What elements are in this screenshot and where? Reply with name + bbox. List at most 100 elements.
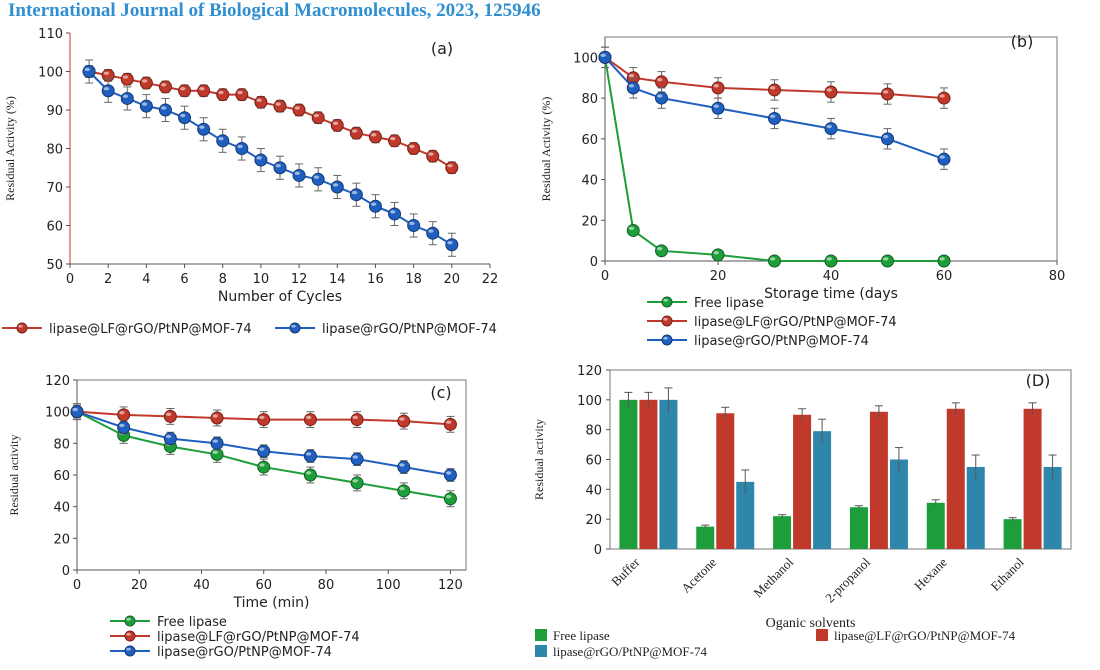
y-tick-label: 0: [590, 255, 598, 270]
plot-border: [604, 36, 1058, 262]
legend-label: lipase@rGO/PtNP@MOF-74: [322, 322, 497, 337]
data-point: [235, 142, 249, 155]
y-tick-label: 80: [585, 424, 602, 439]
y-tick-label: 90: [46, 104, 63, 119]
chart-panel-c: 0 20 40 60 80 100 120 0 20 40 60 80 100 120 Time (min)…: [7, 374, 467, 660]
x-tick-label: 100: [376, 578, 401, 593]
x-tick-label: 20: [444, 272, 461, 287]
legend-swatch: [535, 629, 547, 641]
legend-marker: [661, 315, 673, 327]
bar: [793, 414, 812, 549]
data-point: [210, 436, 224, 450]
bar: [926, 502, 945, 549]
data-point: [303, 449, 317, 463]
data-point: [388, 207, 402, 221]
x-tick-label: 120: [438, 578, 463, 593]
data-point: [445, 238, 459, 252]
x-tick-label: 20: [131, 578, 148, 593]
data-point: [443, 492, 457, 506]
data-point: [303, 468, 317, 482]
data-point: [210, 447, 224, 461]
bar: [1023, 408, 1042, 549]
data-point: [407, 219, 421, 232]
legend-marker: [124, 615, 136, 627]
legend-marker: [124, 645, 136, 657]
y-tick-label: 20: [53, 532, 70, 547]
y-axis-title: Residual Activity (%): [539, 97, 553, 202]
y-tick-label: 100: [45, 406, 70, 421]
legend-label: lipase@rGO/PtNP@MOF-74: [157, 645, 332, 660]
data-point: [881, 254, 894, 268]
panel-label: (a): [431, 39, 453, 58]
data-point: [139, 99, 153, 113]
x-tick-label: 40: [193, 578, 210, 593]
y-tick-label: 120: [577, 364, 602, 379]
data-point: [350, 413, 364, 427]
data-point: [824, 254, 838, 268]
data-point: [426, 149, 440, 163]
data-point: [257, 460, 271, 474]
legend-marker: [124, 630, 136, 642]
data-point: [655, 91, 668, 105]
data-point: [120, 72, 134, 86]
data-point: [937, 152, 951, 166]
legend-label: Free lipase: [553, 628, 610, 643]
bar: [813, 431, 832, 549]
x-axis-title: Oganic solvents: [766, 616, 856, 631]
panel-label: (b): [1011, 32, 1034, 51]
data-point: [158, 80, 172, 94]
data-point: [350, 452, 364, 466]
y-tick-label: 50: [46, 258, 63, 273]
bar: [659, 399, 678, 549]
x-tick-label: 0: [601, 269, 609, 284]
data-point: [824, 85, 838, 99]
data-point: [163, 409, 177, 423]
bar: [1003, 519, 1022, 549]
y-tick-label: 60: [46, 220, 63, 235]
data-point: [330, 180, 344, 194]
bar: [736, 481, 755, 549]
x-tick-label: 2-propanol: [822, 554, 873, 605]
x-tick-label: 10: [253, 272, 270, 287]
data-point: [178, 111, 192, 125]
data-point: [235, 88, 249, 102]
data-point: [881, 132, 894, 146]
data-point: [292, 168, 306, 182]
bar: [639, 399, 658, 549]
y-axis-title: Residual Activity (%): [3, 96, 17, 201]
data-point: [655, 75, 668, 89]
y-tick-label: 100: [38, 66, 63, 81]
data-point: [598, 50, 612, 64]
data-point: [139, 76, 153, 90]
legend-label: lipase@LF@rGO/PtNP@MOF-74: [49, 322, 252, 337]
bar: [1043, 466, 1062, 549]
data-point: [445, 161, 459, 175]
y-axis-title: Residual activity: [7, 435, 21, 516]
data-point: [937, 254, 951, 268]
data-point: [197, 84, 211, 98]
data-point: [216, 88, 230, 102]
data-point: [881, 87, 894, 101]
data-point: [257, 413, 271, 427]
data-point: [368, 130, 382, 144]
bar: [849, 507, 868, 549]
data-point: [101, 84, 115, 98]
data-point: [311, 111, 325, 125]
data-point: [368, 199, 382, 213]
data-point: [117, 421, 131, 434]
legend-swatch: [816, 629, 828, 641]
data-point: [70, 405, 84, 419]
chart-panel-a: 50 60 70 80 90 100 110 0 2 4 6 8 10 12 14 16 18 20 22 Numbe…: [2, 27, 498, 337]
data-point: [397, 414, 411, 428]
data-point: [349, 126, 363, 140]
data-point: [655, 244, 668, 258]
data-point: [626, 81, 640, 95]
y-tick-label: 0: [62, 564, 70, 579]
legend-label: lipase@LF@rGO/PtNP@MOF-74: [834, 628, 1016, 643]
legend-marker: [661, 296, 673, 308]
y-tick-label: 120: [45, 374, 70, 389]
data-point: [768, 254, 781, 268]
x-tick-label: 80: [318, 578, 335, 593]
legend-label: lipase@rGO/PtNP@MOF-74: [694, 334, 869, 349]
legend-label: lipase@LF@rGO/PtNP@MOF-74: [157, 630, 360, 645]
